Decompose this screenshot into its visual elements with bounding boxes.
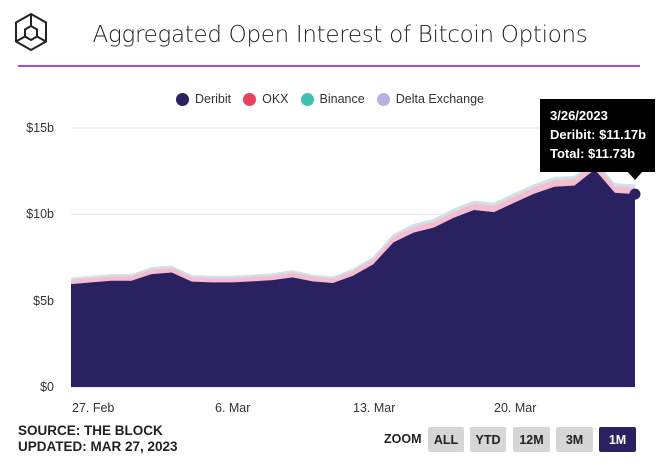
source-note: SOURCE: THE BLOCK UPDATED: MAR 27, 2023 bbox=[18, 423, 178, 455]
legend-label: Delta Exchange bbox=[395, 92, 484, 106]
zoom-label: ZOOM bbox=[384, 432, 422, 446]
zoom-all-button[interactable]: ALL bbox=[428, 427, 464, 452]
legend-label: Binance bbox=[319, 92, 365, 106]
source-text: SOURCE: THE BLOCK bbox=[18, 423, 163, 438]
tooltip-date: 3/26/2023 bbox=[550, 108, 608, 123]
y-tick-label: $0 bbox=[40, 380, 54, 394]
legend: Deribit OKX Binance Delta Exchange bbox=[0, 92, 660, 106]
legend-label: OKX bbox=[262, 92, 289, 106]
legend-item-binance[interactable]: Binance bbox=[300, 92, 365, 106]
the-block-logo-icon bbox=[15, 12, 47, 52]
tooltip-deribit: Deribit: $11.17b bbox=[550, 127, 647, 142]
updated-text: UPDATED: MAR 27, 2023 bbox=[18, 439, 178, 454]
zoom-3m-button[interactable]: 3M bbox=[556, 427, 593, 452]
tooltip-total: Total: $11.73b bbox=[550, 146, 636, 161]
area-deribit bbox=[71, 169, 635, 387]
tooltip: 3/26/2023 Deribit: $11.17b Total: $11.73… bbox=[540, 99, 655, 172]
zoom-1m-button[interactable]: 1M bbox=[599, 427, 636, 452]
okx-dot-icon bbox=[243, 92, 257, 106]
x-tick-label: 20. Mar bbox=[494, 401, 537, 415]
x-tick-label: 6. Mar bbox=[215, 401, 251, 415]
legend-label: Deribit bbox=[195, 92, 232, 106]
x-tick-label: 13. Mar bbox=[353, 401, 396, 415]
deribit-dot-icon bbox=[176, 92, 189, 106]
x-tick-label: 27. Feb bbox=[72, 401, 115, 415]
legend-item-delta-exchange[interactable]: Delta Exchange bbox=[376, 92, 484, 106]
zoom-ytd-button[interactable]: YTD bbox=[470, 427, 506, 452]
y-tick-label: $10b bbox=[26, 207, 54, 221]
legend-item-deribit[interactable]: Deribit bbox=[176, 92, 231, 106]
hover-point-marker[interactable] bbox=[629, 188, 641, 200]
title-divider bbox=[18, 65, 640, 67]
legend-item-okx[interactable]: OKX bbox=[243, 92, 289, 106]
delta-exchange-dot-icon bbox=[376, 92, 390, 106]
binance-dot-icon bbox=[300, 92, 314, 106]
chart-title: Aggregated Open Interest of Bitcoin Opti… bbox=[92, 22, 588, 48]
zoom-12m-button[interactable]: 12M bbox=[513, 427, 550, 452]
y-tick-label: $15b bbox=[26, 121, 54, 135]
y-tick-label: $5b bbox=[33, 294, 54, 308]
tooltip-pointer bbox=[627, 171, 643, 180]
